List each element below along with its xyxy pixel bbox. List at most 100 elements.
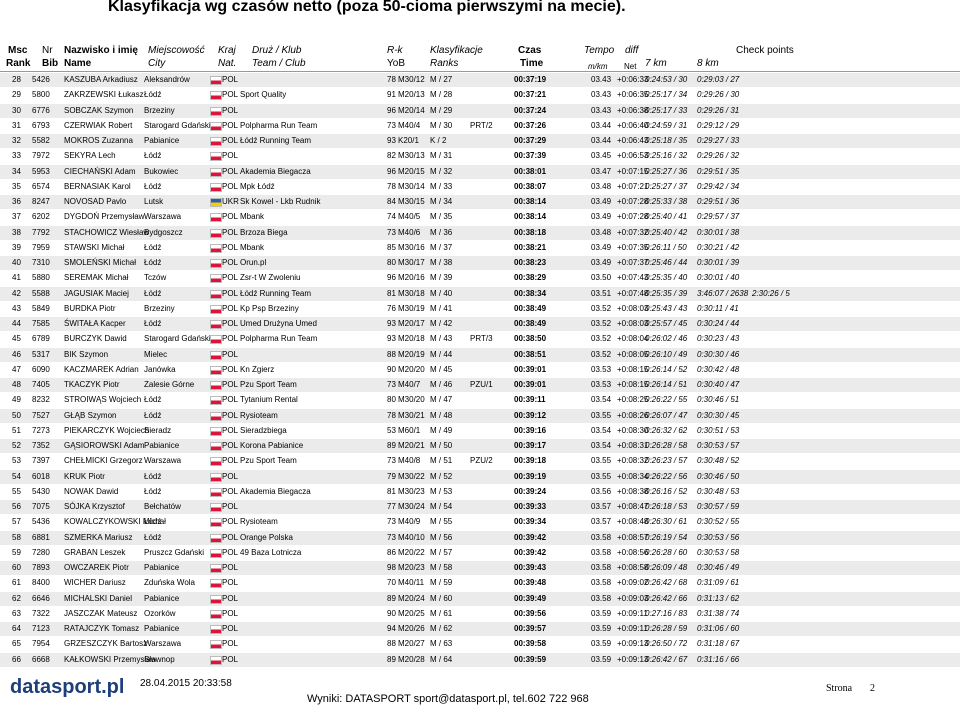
flag — [210, 472, 222, 482]
cell-k8: 0:30:30 / 46 — [697, 349, 740, 359]
cell-time: 00:38:29 — [514, 273, 547, 283]
cell-cat: M20/23 — [398, 563, 425, 572]
cell-name: KASZUBA Arkadiusz — [64, 75, 138, 84]
cell-yob: 93 — [387, 334, 396, 344]
cell-yob: 73 — [387, 380, 396, 389]
cell-city: Warszawa — [144, 639, 182, 649]
cell-cls: M / 44 — [430, 349, 453, 359]
cell-k7: 0:25:27 / 37 — [645, 181, 688, 191]
flag — [210, 625, 222, 634]
cell-rank: 43 — [12, 303, 21, 313]
row-band — [0, 225, 960, 240]
cell-tempo: 03.47 — [591, 166, 612, 176]
cell-nat: POL — [222, 502, 239, 511]
cell-k7: 0:25:27 / 36 — [645, 166, 688, 176]
cell-city: Warszawa — [144, 456, 182, 466]
header-cell: 7 km — [645, 58, 667, 69]
contact: Wyniki: DATASPORT sport@datasport.pl, te… — [307, 693, 589, 705]
cell-diff: +0:07:15 — [617, 166, 649, 176]
cell-city: Łódź — [144, 410, 162, 420]
flag — [210, 381, 222, 390]
cell-bib: 5800 — [32, 90, 50, 100]
header-cell: Nazwisko i imię — [64, 45, 138, 56]
cell-name: SEREMAK Michał — [64, 273, 129, 283]
cell-cat: M60/1 — [398, 425, 421, 435]
cell-name: NOWAK Dawid — [64, 486, 119, 496]
cell-k8: 0:30:01 / 38 — [697, 227, 740, 237]
cell-tempo: 03.49 — [591, 258, 612, 267]
cell-name: MOKROS Zuzanna — [64, 136, 133, 145]
cell-diff: +0:09:11 — [617, 608, 648, 618]
cell-diff: +0:09:13 — [617, 654, 649, 664]
cell-yob: 94 — [387, 624, 396, 633]
cell-club: Sieradzbiega — [240, 425, 287, 435]
row-band — [0, 378, 960, 392]
cell-cls: M / 28 — [430, 90, 453, 100]
cell-name: MICHALSKI Daniel — [64, 593, 133, 603]
header-cell: Rank — [6, 58, 31, 69]
cell-name: OWCZAREK Piotr — [64, 563, 129, 572]
cell-bib: 6018 — [32, 471, 50, 481]
cell-rank: 34 — [12, 166, 21, 176]
cell-city: Pabianice — [144, 563, 180, 572]
cell-yob: 70 — [387, 578, 396, 588]
cell-tempo: 03.53 — [591, 380, 612, 389]
cell-k7: 0:25:40 / 41 — [645, 212, 688, 222]
cell-rank: 60 — [12, 563, 21, 572]
cell-k8: 0:30:46 / 49 — [697, 563, 740, 572]
cell-diff: +0:07:32 — [617, 227, 649, 237]
cell-cls: M / 49 — [430, 425, 453, 435]
cell-time: 00:39:19 — [514, 471, 547, 481]
cell-rank: 47 — [12, 364, 21, 374]
cell-cat: M20/13 — [398, 90, 425, 100]
flag — [210, 457, 222, 467]
cell-diff: +0:08:15 — [617, 380, 649, 389]
cell-rank: 42 — [12, 288, 21, 298]
cell-time: 00:39:16 — [514, 425, 547, 435]
cell-cat: M30/21 — [398, 410, 425, 420]
cell-diff: +0:06:35 — [617, 90, 649, 100]
header-cell: Nr — [42, 45, 53, 56]
row-band — [0, 256, 960, 270]
cell-cat: M20/24 — [398, 593, 425, 603]
cell-name: SMOLEŃSKI Michał — [64, 258, 137, 267]
cell-diff: +0:08:05 — [617, 349, 649, 359]
cell-tempo: 03.58 — [591, 578, 612, 588]
print-date: 28.04.2015 20:33:58 — [140, 678, 232, 689]
row-band — [0, 500, 960, 514]
cell-name: DYGDOŃ Przemysław — [64, 212, 145, 222]
cell-k8: 0:30:51 / 53 — [697, 425, 740, 435]
cell-rank: 54 — [12, 471, 21, 481]
cell-yob: 76 — [387, 303, 396, 313]
cell-bib: 7322 — [32, 608, 50, 618]
cell-time: 00:39:43 — [514, 563, 547, 572]
cell-cls: M / 37 — [430, 242, 453, 252]
cell-cls: M / 38 — [430, 258, 453, 267]
cell-club: Polpharma Run Team — [240, 334, 318, 344]
cell-cls: M / 53 — [430, 486, 453, 496]
flag — [210, 411, 222, 421]
cell-k8: 0:31:09 / 61 — [697, 578, 740, 588]
page-number: 2 — [870, 683, 875, 694]
cell-k8: 0:31:13 / 62 — [697, 593, 740, 603]
cell-diff: +0:09:11 — [617, 624, 648, 633]
cell-cls: M / 51 — [430, 456, 453, 466]
cell-rank: 53 — [12, 456, 21, 466]
cell-city: Starogard Gdański — [144, 120, 211, 130]
cell-k8: 0:29:03 / 27 — [697, 75, 740, 84]
cell-cls: M / 34 — [430, 197, 453, 206]
cell-team: PZU/1 — [470, 380, 493, 389]
cell-cat: M30/17 — [398, 258, 425, 267]
logo: datasport.pl — [10, 676, 125, 698]
cell-cat: M30/23 — [398, 486, 425, 496]
cell-yob: 88 — [387, 349, 396, 359]
cell-bib: 7280 — [32, 547, 50, 557]
header-cell: diff — [625, 45, 639, 56]
cell-name: STAWSKI Michał — [64, 242, 125, 252]
row-band — [0, 652, 960, 667]
cell-city: Sieradz — [144, 425, 172, 435]
cell-time: 00:39:11 — [514, 395, 546, 405]
cell-cls: M / 33 — [430, 181, 453, 191]
cell-bib: 7405 — [32, 380, 50, 389]
cell-rank: 30 — [12, 105, 21, 115]
